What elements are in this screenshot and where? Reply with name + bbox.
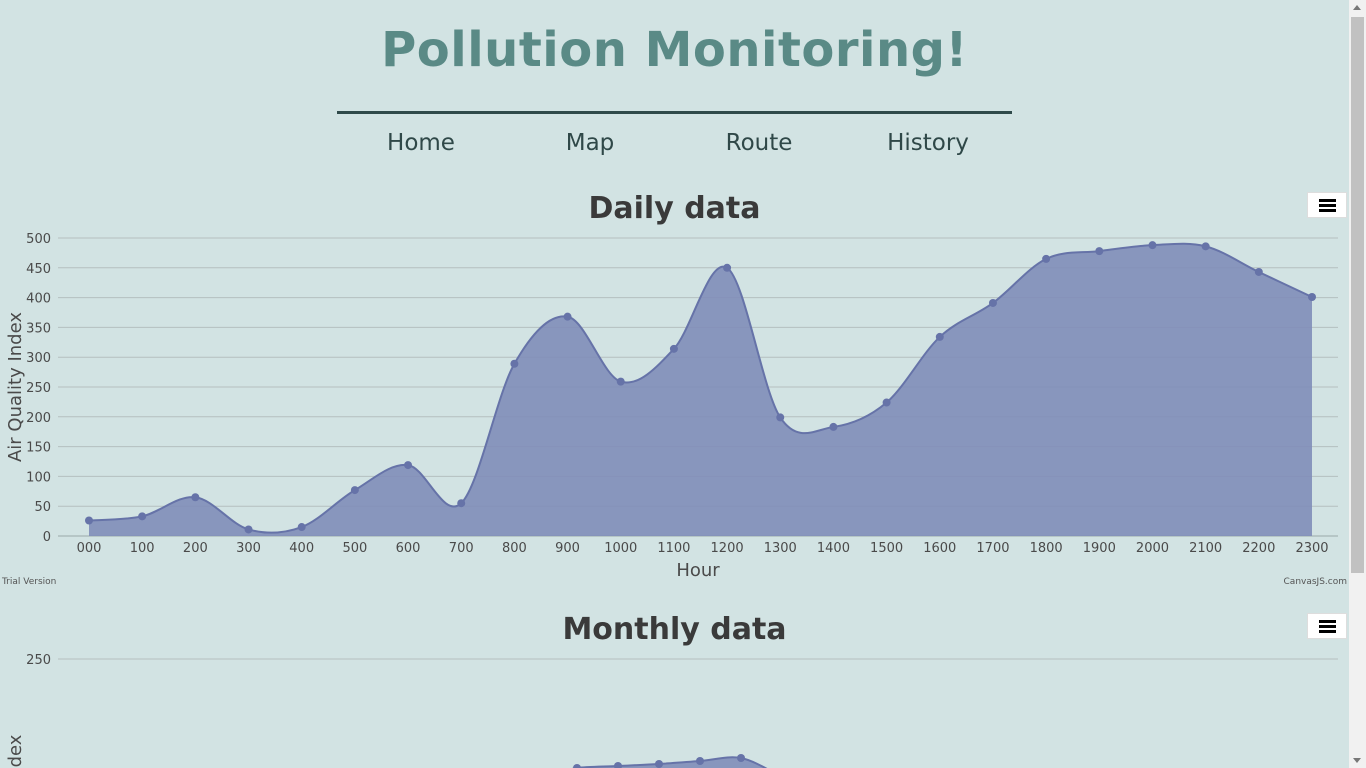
hamburger-icon-line [1319,204,1336,207]
nav-home[interactable]: Home [387,130,455,156]
data-point[interactable] [350,486,359,495]
daily-chart-menu-button[interactable] [1307,192,1347,218]
data-point[interactable] [669,344,678,353]
y-tick-label: 50 [34,500,51,515]
x-tick-label: 400 [289,541,314,556]
y-tick-label: 350 [26,321,51,336]
x-tick-label: 1100 [657,541,690,556]
x-tick-label: 1400 [817,541,850,556]
data-point[interactable] [1148,241,1157,250]
x-tick-label: 1500 [870,541,903,556]
monthly-area-series [577,757,766,768]
data-point[interactable] [1308,293,1316,302]
nav-map[interactable]: Map [565,130,615,156]
data-point[interactable] [988,298,997,307]
y-tick-label: 100 [26,470,51,485]
daily-chart: Daily data 0 50 100 150 200 250 300 350 400 450 50… [0,186,1349,596]
data-point[interactable] [614,762,622,768]
data-point[interactable] [191,493,200,502]
scroll-down-arrow-icon[interactable] [1353,758,1361,763]
x-tick-label: 1300 [764,541,797,556]
x-tick-label: 2100 [1189,541,1222,556]
nav-history[interactable]: History [887,130,969,156]
monthly-chart: Monthly data 250 dex [0,606,1349,768]
hamburger-icon-line [1319,209,1336,212]
data-point[interactable] [297,523,306,532]
data-point[interactable] [829,422,838,431]
x-tick-label: 200 [183,541,208,556]
data-point[interactable] [510,359,519,368]
data-point[interactable] [882,398,891,407]
y-tick-label: 250 [26,653,51,668]
x-tick-label: 900 [555,541,580,556]
page-scrollbar[interactable] [1349,0,1366,768]
data-point[interactable] [563,312,572,321]
data-point[interactable] [85,516,93,525]
y-tick-label: 0 [43,530,51,545]
y-tick-label: 450 [26,262,51,277]
y-axis-title: Air Quality Index [5,312,26,462]
hamburger-icon-line [1319,630,1336,633]
x-tick-label: 2300 [1295,541,1328,556]
x-tick-label: 700 [449,541,474,556]
y-tick-label: 200 [26,411,51,426]
title-divider [337,111,1012,114]
y-tick-label: 300 [26,351,51,366]
x-tick-label: 2200 [1242,541,1275,556]
data-point[interactable] [404,461,413,470]
hamburger-icon [1319,199,1336,202]
data-point[interactable] [573,764,581,768]
x-tick-label: 300 [236,541,261,556]
monthly-chart-menu-button[interactable] [1307,613,1347,639]
data-point[interactable] [244,525,253,534]
canvasjs-credit-link[interactable]: CanvasJS.com [1283,577,1347,587]
data-point[interactable] [935,332,944,341]
data-point[interactable] [1042,254,1051,263]
x-tick-label: 2000 [1136,541,1169,556]
data-point[interactable] [655,760,663,768]
x-tick-label: 1200 [711,541,744,556]
x-tick-label: 100 [130,541,155,556]
y-tick-label: 150 [26,441,51,456]
daily-chart-title: Daily data [588,191,761,226]
data-point[interactable] [737,754,745,762]
data-point[interactable] [1095,247,1104,256]
daily-area-series [89,243,1312,536]
hamburger-icon-line [1319,625,1336,628]
daily-chart-plot: 0 50 100 150 200 250 300 350 400 450 500 000 100 200 3… [5,232,1338,581]
hamburger-icon [1319,620,1336,623]
x-tick-label: 1000 [604,541,637,556]
y-axis-title: dex [5,734,26,767]
data-point[interactable] [457,499,466,508]
x-tick-label: 1800 [1030,541,1063,556]
site-title: Pollution Monitoring! [381,22,968,78]
trial-version-label: Trial Version [2,577,57,587]
data-point[interactable] [696,757,704,765]
scroll-up-arrow-icon[interactable] [1353,5,1361,10]
data-point[interactable] [723,263,732,272]
data-point[interactable] [1254,267,1263,276]
x-tick-label: 000 [77,541,102,556]
main-nav: Home Map Route History [337,130,1012,166]
x-tick-label: 1700 [976,541,1009,556]
monthly-chart-title: Monthly data [562,612,787,647]
x-tick-label: 800 [502,541,527,556]
x-tick-label: 1600 [923,541,956,556]
y-tick-label: 400 [26,292,51,307]
x-tick-label: 1900 [1083,541,1116,556]
x-axis-title: Hour [676,560,720,581]
data-point[interactable] [776,413,785,422]
x-tick-label: 600 [396,541,421,556]
x-tick-label: 500 [342,541,367,556]
monthly-chart-plot: 250 dex [5,653,1338,768]
data-point[interactable] [1201,242,1210,251]
data-point[interactable] [616,377,625,386]
y-tick-label: 250 [26,381,51,396]
y-tick-label: 500 [26,232,51,247]
daily-area-line [88,242,1313,534]
scroll-thumb[interactable] [1351,17,1364,573]
data-point[interactable] [138,512,147,521]
nav-route[interactable]: Route [725,130,793,156]
